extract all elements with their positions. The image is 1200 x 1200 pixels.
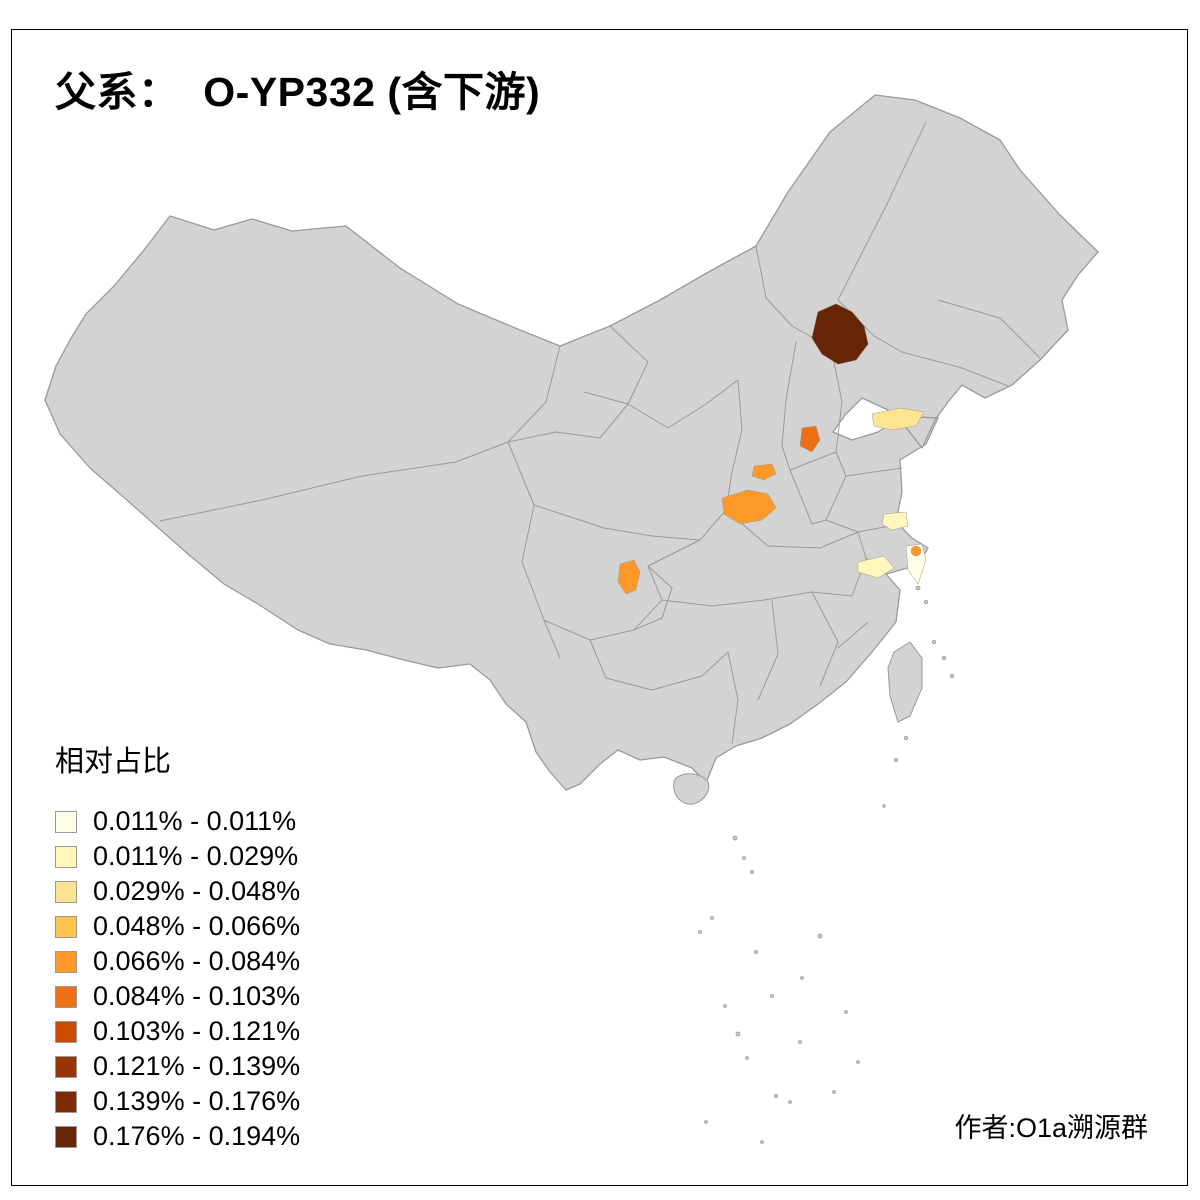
- highlight-region-jiangsu-south: [857, 555, 895, 579]
- legend-item: 0.048% - 0.066%: [55, 909, 300, 944]
- legend-swatch: [55, 1020, 77, 1043]
- coastal-islands: [882, 585, 955, 808]
- plot-border: [11, 29, 1188, 1186]
- legend-item: 0.066% - 0.084%: [55, 944, 300, 979]
- legend-title: 相对占比: [55, 746, 172, 778]
- highlight-region-shanghai-dot: [910, 545, 922, 557]
- legend-label: 0.011% - 0.011%: [93, 806, 297, 836]
- legend-item: 0.011% - 0.029%: [55, 839, 300, 874]
- legend-item: 0.176% - 0.194%: [55, 1119, 300, 1154]
- hainan-island: [673, 773, 710, 805]
- highlight-region-shandong-peninsula: [871, 407, 925, 431]
- legend-swatch: [55, 810, 77, 833]
- legend-swatch: [55, 985, 77, 1008]
- legend: 相对占比 0.011% - 0.011% 0.011% - 0.029% 0.0…: [55, 738, 300, 1154]
- legend-swatch: [55, 1055, 77, 1078]
- legend-item: 0.103% - 0.121%: [55, 1014, 300, 1049]
- taiwan-island: [887, 641, 923, 723]
- legend-label: 0.139% - 0.176%: [93, 1086, 301, 1116]
- legend-label: 0.121% - 0.139%: [93, 1051, 301, 1081]
- legend-item: 0.029% - 0.048%: [55, 874, 300, 909]
- highlight-region-shanghai-coast: [905, 543, 927, 585]
- highlight-region-northeast-hebei: [811, 303, 869, 365]
- south-china-sea-islands: [698, 835, 860, 1144]
- author-credit: 作者:O1a溯源群: [954, 1113, 1148, 1143]
- legend-label: 0.066% - 0.084%: [93, 946, 301, 976]
- legend-item: 0.121% - 0.139%: [55, 1049, 300, 1084]
- legend-label: 0.084% - 0.103%: [93, 981, 301, 1011]
- legend-item: 0.084% - 0.103%: [55, 979, 300, 1014]
- legend-label: 0.048% - 0.066%: [93, 911, 301, 941]
- legend-swatch: [55, 845, 77, 868]
- highlight-region-shaanxi-south: [721, 489, 777, 525]
- china-landmass: [44, 94, 1099, 791]
- highlight-region-shanxi-west: [799, 425, 821, 453]
- legend-label: 0.103% - 0.121%: [93, 1016, 301, 1046]
- legend-swatch: [55, 915, 77, 938]
- legend-swatch: [55, 880, 77, 903]
- highlight-region-shaanxi-central: [751, 463, 777, 481]
- legend-swatch: [55, 950, 77, 973]
- legend-label: 0.176% - 0.194%: [93, 1121, 301, 1151]
- highlight-region-jiangsu-coast: [881, 511, 909, 531]
- legend-label: 0.029% - 0.048%: [93, 876, 301, 906]
- highlight-region-sichuan-east: [617, 559, 641, 595]
- legend-swatch: [55, 1125, 77, 1148]
- page-title: 父系： O-YP332 (含下游): [55, 69, 541, 115]
- legend-item: 0.011% - 0.011%: [55, 804, 300, 839]
- legend-swatch: [55, 1090, 77, 1113]
- province-borders: [159, 121, 1041, 745]
- legend-label: 0.011% - 0.029%: [93, 841, 299, 871]
- legend-item: 0.139% - 0.176%: [55, 1084, 300, 1119]
